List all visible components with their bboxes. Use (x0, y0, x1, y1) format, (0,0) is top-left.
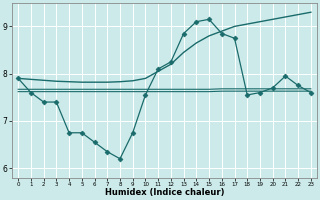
X-axis label: Humidex (Indice chaleur): Humidex (Indice chaleur) (105, 188, 224, 197)
